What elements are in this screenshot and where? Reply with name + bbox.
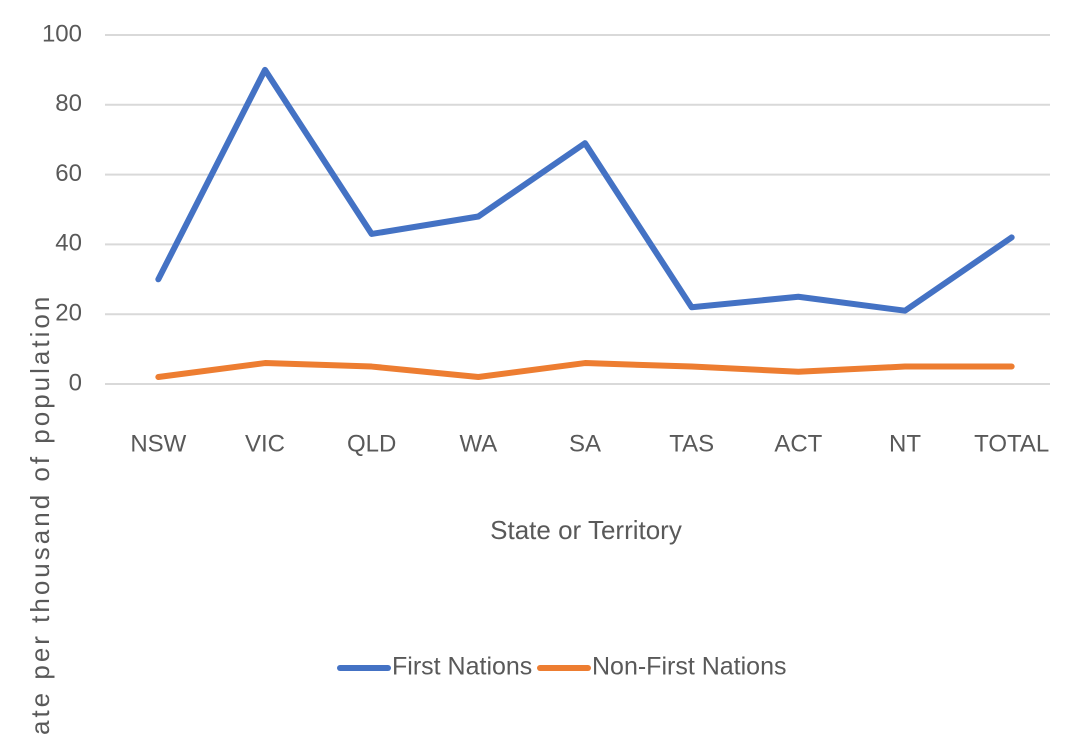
x-tick-label: QLD (347, 430, 396, 457)
x-tick-label: TOTAL (974, 430, 1049, 457)
x-tick-label: SA (569, 430, 601, 457)
x-tick-label: NSW (130, 430, 186, 457)
legend-label: Non-First Nations (592, 653, 787, 681)
y-tick-label: 0 (69, 369, 82, 396)
x-tick-label: VIC (245, 430, 285, 457)
x-tick-label: WA (459, 430, 497, 457)
y-tick-label: 60 (55, 160, 82, 187)
y-tick-label: 80 (55, 90, 82, 117)
legend-label: First Nations (392, 653, 532, 681)
x-tick-label: ACT (774, 430, 822, 457)
y-axis-title: ate per thousand of population (25, 294, 55, 735)
y-tick-label: 40 (55, 230, 82, 257)
y-tick-label: 100 (42, 20, 82, 47)
series-line (155, 66, 1015, 314)
x-tick-label: TAS (669, 430, 714, 457)
y-tick-label: 20 (55, 300, 82, 327)
series-line (155, 360, 1015, 381)
x-axis-title: State or Territory (490, 515, 682, 545)
x-tick-label: NT (889, 430, 921, 457)
